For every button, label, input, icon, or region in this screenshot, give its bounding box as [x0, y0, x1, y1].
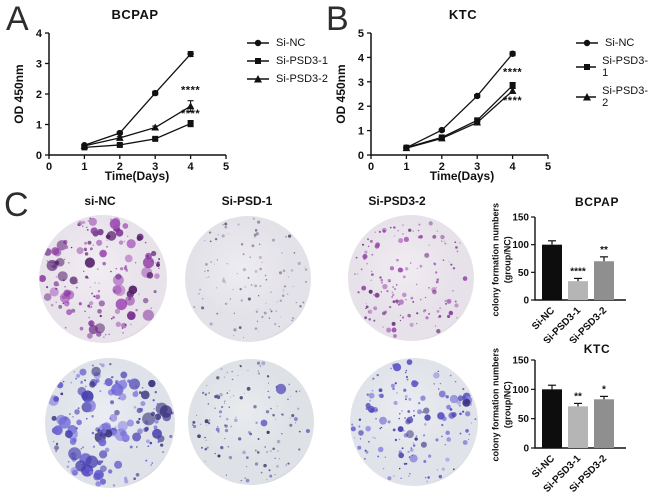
svg-text:3: 3: [36, 59, 42, 71]
svg-text:150: 150: [512, 213, 529, 224]
panel-c: C si-NC Si-PSD-1 Si-PSD3-2: [0, 188, 648, 497]
circle-marker-icon: [576, 39, 598, 47]
legend-label: Si-NC: [276, 37, 306, 49]
svg-text:4: 4: [510, 161, 517, 173]
dish-column-label-si-psd-1: Si-PSD-1: [221, 194, 273, 208]
legend-label: Si-NC: [605, 37, 635, 49]
legend-label: Si-PSD3-1: [276, 55, 328, 67]
line-chart-bcpap: 0 1 2 3 4 5 0 1 2 3 4 **** ****: [36, 28, 229, 173]
svg-text:0: 0: [523, 296, 529, 307]
colony-dish-ktc-si-nc: [45, 358, 175, 488]
svg-text:50: 50: [518, 414, 530, 425]
svg-text:2: 2: [36, 89, 42, 101]
circle-marker-icon: [247, 39, 269, 47]
svg-text:2: 2: [117, 161, 123, 173]
svg-text:3: 3: [152, 161, 158, 173]
panel-b-letter: B: [326, 0, 349, 38]
svg-text:****: ****: [570, 266, 586, 277]
legend-label: Si-PSD3-2: [602, 85, 648, 109]
legend-item-si-psd3-1: Si-PSD3-1: [575, 55, 648, 79]
chart-a-title: BCPAP: [111, 7, 159, 22]
bar-chart-ktc-title: KTC: [583, 342, 611, 356]
bar-chart-ktc-wrap: KTC colony formation numbers (group/NC) …: [488, 338, 648, 497]
svg-text:2: 2: [439, 161, 445, 173]
legend-item-si-psd3-2: Si-PSD3-2: [575, 85, 648, 109]
svg-text:4: 4: [188, 161, 195, 173]
legend-label: Si-PSD3-1: [602, 55, 648, 79]
legend-item-si-psd3-2: Si-PSD3-2: [246, 73, 328, 85]
legend-item-si-psd3-1: Si-PSD3-1: [246, 55, 328, 67]
svg-text:0: 0: [368, 161, 374, 173]
svg-text:4: 4: [358, 52, 365, 64]
svg-text:5: 5: [545, 161, 551, 173]
chart-b-title: KTC: [448, 7, 478, 22]
legend-label: Si-PSD3-2: [276, 73, 328, 85]
svg-text:4: 4: [36, 28, 43, 40]
svg-text:50: 50: [518, 268, 530, 279]
svg-text:100: 100: [512, 240, 529, 251]
triangle-marker-icon: [247, 75, 269, 83]
panel-a-letter: A: [6, 0, 29, 38]
svg-text:0: 0: [523, 444, 529, 455]
svg-text:3: 3: [358, 77, 364, 89]
svg-text:**: **: [574, 391, 582, 402]
svg-text:****: ****: [181, 108, 200, 120]
legend-item-si-nc: Si-NC: [575, 37, 648, 49]
chart-b-x-axis-label: Time(Days): [429, 169, 495, 183]
colony-dish-bcpap-si-nc: [39, 215, 167, 343]
line-chart-ktc: 0 1 2 3 4 5 0 1 2 3 4 5 **** ****: [358, 28, 551, 173]
square-marker-icon: [576, 64, 597, 70]
colony-dish-ktc-si-psd-1: [188, 359, 314, 485]
panel-b: B KTC OD 450nm Time(Days) 0 1 2 3 4 5 0 1 2 3 4 5 **…: [322, 0, 648, 190]
chart-a-legend: Si-NC Si-PSD3-1 Si-PSD3-2: [246, 37, 328, 85]
svg-text:2: 2: [358, 101, 364, 113]
svg-text:100: 100: [512, 385, 529, 396]
svg-text:1: 1: [36, 120, 42, 132]
chart-a-x-axis-label: Time(Days): [104, 169, 170, 183]
colony-dish-bcpap-si-psd3-2: [348, 215, 474, 341]
svg-text:5: 5: [358, 28, 364, 40]
triangle-marker-icon: [576, 93, 597, 101]
svg-text:3: 3: [474, 161, 480, 173]
svg-text:150: 150: [512, 356, 529, 367]
colony-dish-bcpap-si-psd-1: [185, 216, 311, 342]
svg-text:1: 1: [358, 126, 364, 138]
legend-item-si-nc: Si-NC: [246, 37, 328, 49]
svg-text:0: 0: [36, 150, 42, 162]
panel-a: A BCPAP OD 450nm Time(Days) 0 1 2 3 4 5 0 1 2 3 4 *…: [0, 0, 330, 190]
svg-text:**: **: [600, 245, 608, 256]
dish-column-label-si-nc: si-NC: [84, 194, 116, 208]
svg-text:****: ****: [503, 67, 522, 79]
svg-text:****: ****: [181, 84, 200, 96]
bar-chart-bcpap-wrap: BCPAP colony formation numbers (group/NC…: [488, 193, 648, 343]
svg-text:0: 0: [358, 150, 364, 162]
panel-c-letter: C: [4, 186, 29, 224]
dish-column-label-si-psd3-2: Si-PSD3-2: [368, 194, 426, 208]
colony-dish-ktc-si-psd3-2: [350, 358, 478, 486]
svg-text:*: *: [602, 384, 606, 395]
svg-text:5: 5: [223, 161, 229, 173]
svg-text:1: 1: [403, 161, 409, 173]
square-marker-icon: [247, 58, 269, 64]
bar-chart-bcpap-title: BCPAP: [574, 195, 620, 209]
svg-text:1: 1: [81, 161, 87, 173]
chart-b-legend: Si-NC Si-PSD3-1 Si-PSD3-2: [575, 37, 648, 109]
svg-text:****: ****: [503, 95, 522, 107]
svg-text:0: 0: [46, 161, 52, 173]
